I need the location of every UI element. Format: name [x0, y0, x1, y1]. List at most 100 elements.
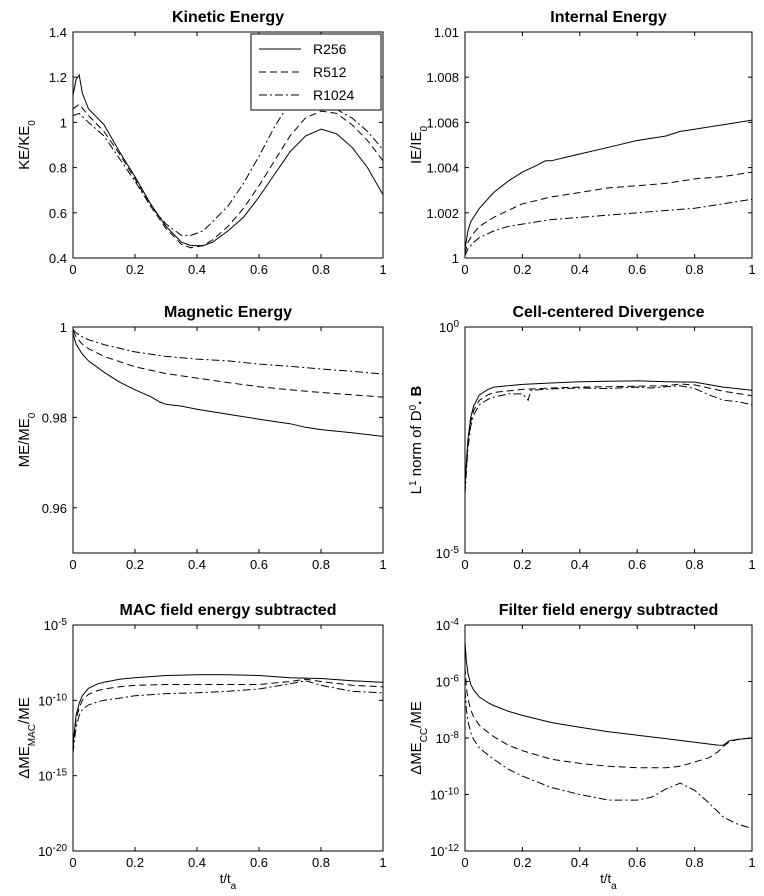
- y-tick-label: 1.4: [49, 25, 67, 40]
- series-line-r256: [465, 641, 752, 746]
- legend-label: R1024: [313, 87, 354, 103]
- y-tick-label: 1.01: [434, 25, 459, 40]
- y-tick-label: 1: [60, 115, 67, 130]
- y-axis-label: ΔMEMAC/ME: [16, 697, 38, 778]
- panel-title: Magnetic Energy: [164, 304, 292, 321]
- x-tick-label: 0.2: [513, 855, 531, 870]
- series-line-r512: [465, 171, 752, 254]
- y-axis-label: ME/ME0: [16, 412, 38, 467]
- x-tick-label: 0: [461, 262, 468, 277]
- x-tick-label: 0.6: [250, 557, 268, 572]
- x-tick-label: 0.8: [686, 855, 704, 870]
- x-tick-label: 0.8: [686, 262, 704, 277]
- x-tick-label: 0: [69, 262, 76, 277]
- series-line-r256: [465, 380, 752, 486]
- x-tick-label: 0.4: [571, 855, 589, 870]
- panel-6: Filter field energy subtracted 0 0.2 0.4 0.6…: [408, 602, 756, 892]
- x-tick-label: 0: [69, 855, 76, 870]
- y-tick-label: 100: [439, 319, 459, 336]
- y-axis-label: L1 norm of D0. B: [408, 386, 426, 495]
- y-tick-label: 1.004: [426, 161, 459, 176]
- x-tick-label: 0.4: [571, 262, 589, 277]
- x-tick-label: 0.4: [188, 262, 206, 277]
- series-line-r512: [73, 330, 383, 398]
- y-tick-label: 1: [452, 251, 459, 266]
- y-tick-label: 0.4: [49, 251, 67, 266]
- x-tick-label: 0: [461, 855, 468, 870]
- x-tick-label: 1: [748, 262, 755, 277]
- x-axis-label: t/ta: [600, 871, 617, 891]
- axes-box: [464, 326, 753, 554]
- x-tick-label: 0: [69, 557, 76, 572]
- x-tick-label: 0.8: [686, 557, 704, 572]
- y-tick-label: 0.98: [42, 410, 67, 425]
- series-line-r512: [73, 678, 383, 749]
- y-tick-label: 10-15: [38, 767, 67, 784]
- x-tick-label: 0.2: [513, 557, 531, 572]
- x-tick-label: 0: [461, 557, 468, 572]
- x-tick-label: 0.4: [571, 557, 589, 572]
- series-line-r512: [465, 667, 752, 769]
- x-tick-label: 0.2: [126, 262, 144, 277]
- series-line-r1024: [465, 385, 752, 495]
- series-line-r1024: [73, 328, 383, 375]
- x-tick-label: 0.4: [188, 855, 206, 870]
- y-tick-label: 0.6: [49, 206, 67, 221]
- y-tick-label: 10-12: [430, 843, 459, 860]
- panel-title: Internal Energy: [550, 9, 667, 26]
- panel-title: Cell-centered Divergence: [512, 304, 704, 321]
- x-tick-label: 0.6: [628, 855, 646, 870]
- x-tick-label: 0.6: [628, 262, 646, 277]
- y-tick-label: 10-10: [430, 786, 459, 803]
- legend: R256 R512 R1024: [250, 33, 382, 111]
- x-tick-label: 0.6: [628, 557, 646, 572]
- series-line-r512: [465, 383, 752, 490]
- series-line-r1024: [465, 689, 752, 829]
- y-axis-label: KE/KE0: [16, 120, 38, 170]
- panel-1: Kinetic Energy 0 0.2 0.4 0.6 0.8 1 0.4 0.6 0.8 1 1.…: [16, 9, 387, 277]
- x-tick-label: 0.2: [126, 855, 144, 870]
- y-tick-label: 1.002: [426, 206, 459, 221]
- series-line-r256: [73, 674, 383, 746]
- panel-3: Magnetic Energy 0 0.2 0.4 0.6 0.8 1 0.96 0.98 1 ME…: [16, 304, 387, 572]
- legend-label: R512: [313, 64, 347, 80]
- y-tick-label: 1: [60, 320, 67, 335]
- panel-title: Kinetic Energy: [172, 9, 284, 26]
- axes-box: [464, 31, 753, 259]
- series-line-r512: [73, 103, 383, 249]
- y-tick-label: 1.008: [426, 70, 459, 85]
- y-tick-label: 1.2: [49, 70, 67, 85]
- series-line-r256: [465, 119, 752, 250]
- y-tick-label: 10-4: [436, 617, 460, 634]
- x-axis-label: t/ta: [220, 871, 237, 891]
- x-tick-label: 1: [748, 557, 755, 572]
- y-tick-label: 10-6: [436, 673, 460, 690]
- y-tick-label: 0.8: [49, 161, 67, 176]
- y-tick-label: 10-20: [38, 843, 67, 860]
- series-line-r1024: [73, 680, 383, 754]
- panel-2: Internal Energy 0 0.2 0.4 0.6 0.8 1 1 1.002 1.004…: [408, 9, 756, 277]
- y-tick-label: 10-5: [44, 617, 68, 634]
- x-tick-label: 1: [748, 855, 755, 870]
- x-tick-label: 0.8: [312, 855, 330, 870]
- y-axis-label: ΔMECC/ME: [408, 701, 430, 775]
- x-tick-label: 0.8: [312, 262, 330, 277]
- panel-title: MAC field energy subtracted: [120, 602, 337, 619]
- y-tick-label: 10-5: [436, 545, 460, 562]
- series-line-r1024: [465, 198, 752, 256]
- y-axis-label: IE/IE0: [408, 126, 430, 165]
- axes-box: [464, 624, 753, 852]
- x-tick-label: 1: [379, 557, 386, 572]
- x-tick-label: 1: [379, 262, 386, 277]
- x-tick-label: 0.8: [312, 557, 330, 572]
- legend-label: R256: [313, 41, 347, 57]
- y-tick-label: 10-10: [38, 692, 67, 709]
- x-tick-label: 0.2: [513, 262, 531, 277]
- axes-box: [72, 624, 384, 852]
- x-tick-label: 0.4: [188, 557, 206, 572]
- panel-5: MAC field energy subtracted 0 0.2 0.4 0.6 0.8…: [16, 602, 387, 892]
- axes-box: [72, 31, 384, 259]
- panel-title: Filter field energy subtracted: [499, 602, 719, 619]
- series-line-r1024: [73, 92, 383, 236]
